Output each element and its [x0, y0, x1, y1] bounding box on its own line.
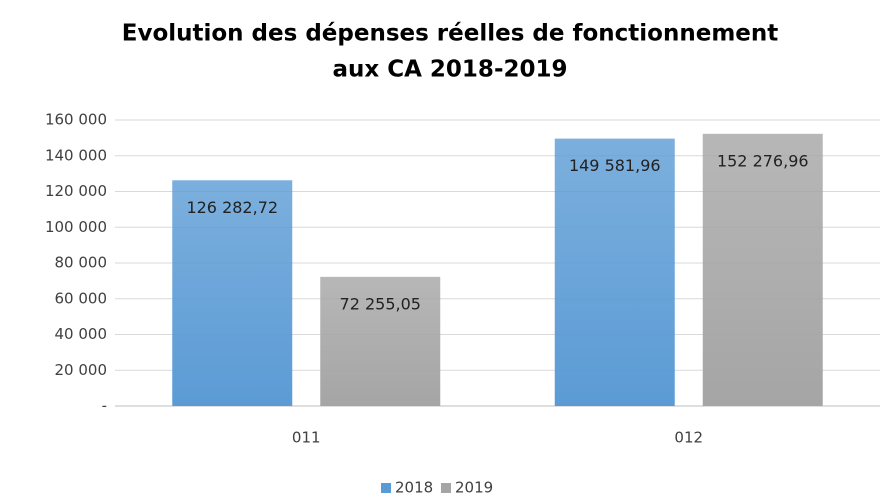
y-tick-label: 40 000: [55, 325, 108, 343]
y-tick-label: 140 000: [45, 146, 107, 164]
bar: [702, 133, 823, 406]
legend-swatch: [441, 483, 451, 493]
y-tick-label: 160 000: [45, 111, 107, 129]
legend-swatch: [381, 483, 391, 493]
bar: [320, 276, 441, 406]
y-tick-label: 60 000: [55, 289, 108, 307]
bar: [172, 180, 293, 406]
bar: [554, 138, 675, 406]
legend-label: 2019: [455, 479, 493, 497]
y-tick-label: 80 000: [55, 254, 108, 272]
data-label: 149 581,96: [569, 156, 661, 175]
chart-title: Evolution des dépenses réelles de foncti…: [122, 21, 779, 47]
data-label: 126 282,72: [186, 198, 278, 217]
data-label: 152 276,96: [717, 151, 809, 170]
x-tick-label: 012: [674, 429, 703, 447]
y-tick-label: 20 000: [55, 361, 108, 379]
y-tick-label: 100 000: [45, 218, 107, 236]
chart-title: aux CA 2018-2019: [333, 57, 568, 83]
data-label: 72 255,05: [340, 294, 421, 313]
x-tick-label: 011: [292, 429, 321, 447]
y-tick-label: -: [102, 397, 107, 415]
y-tick-label: 120 000: [45, 182, 107, 200]
legend-label: 2018: [395, 479, 433, 497]
